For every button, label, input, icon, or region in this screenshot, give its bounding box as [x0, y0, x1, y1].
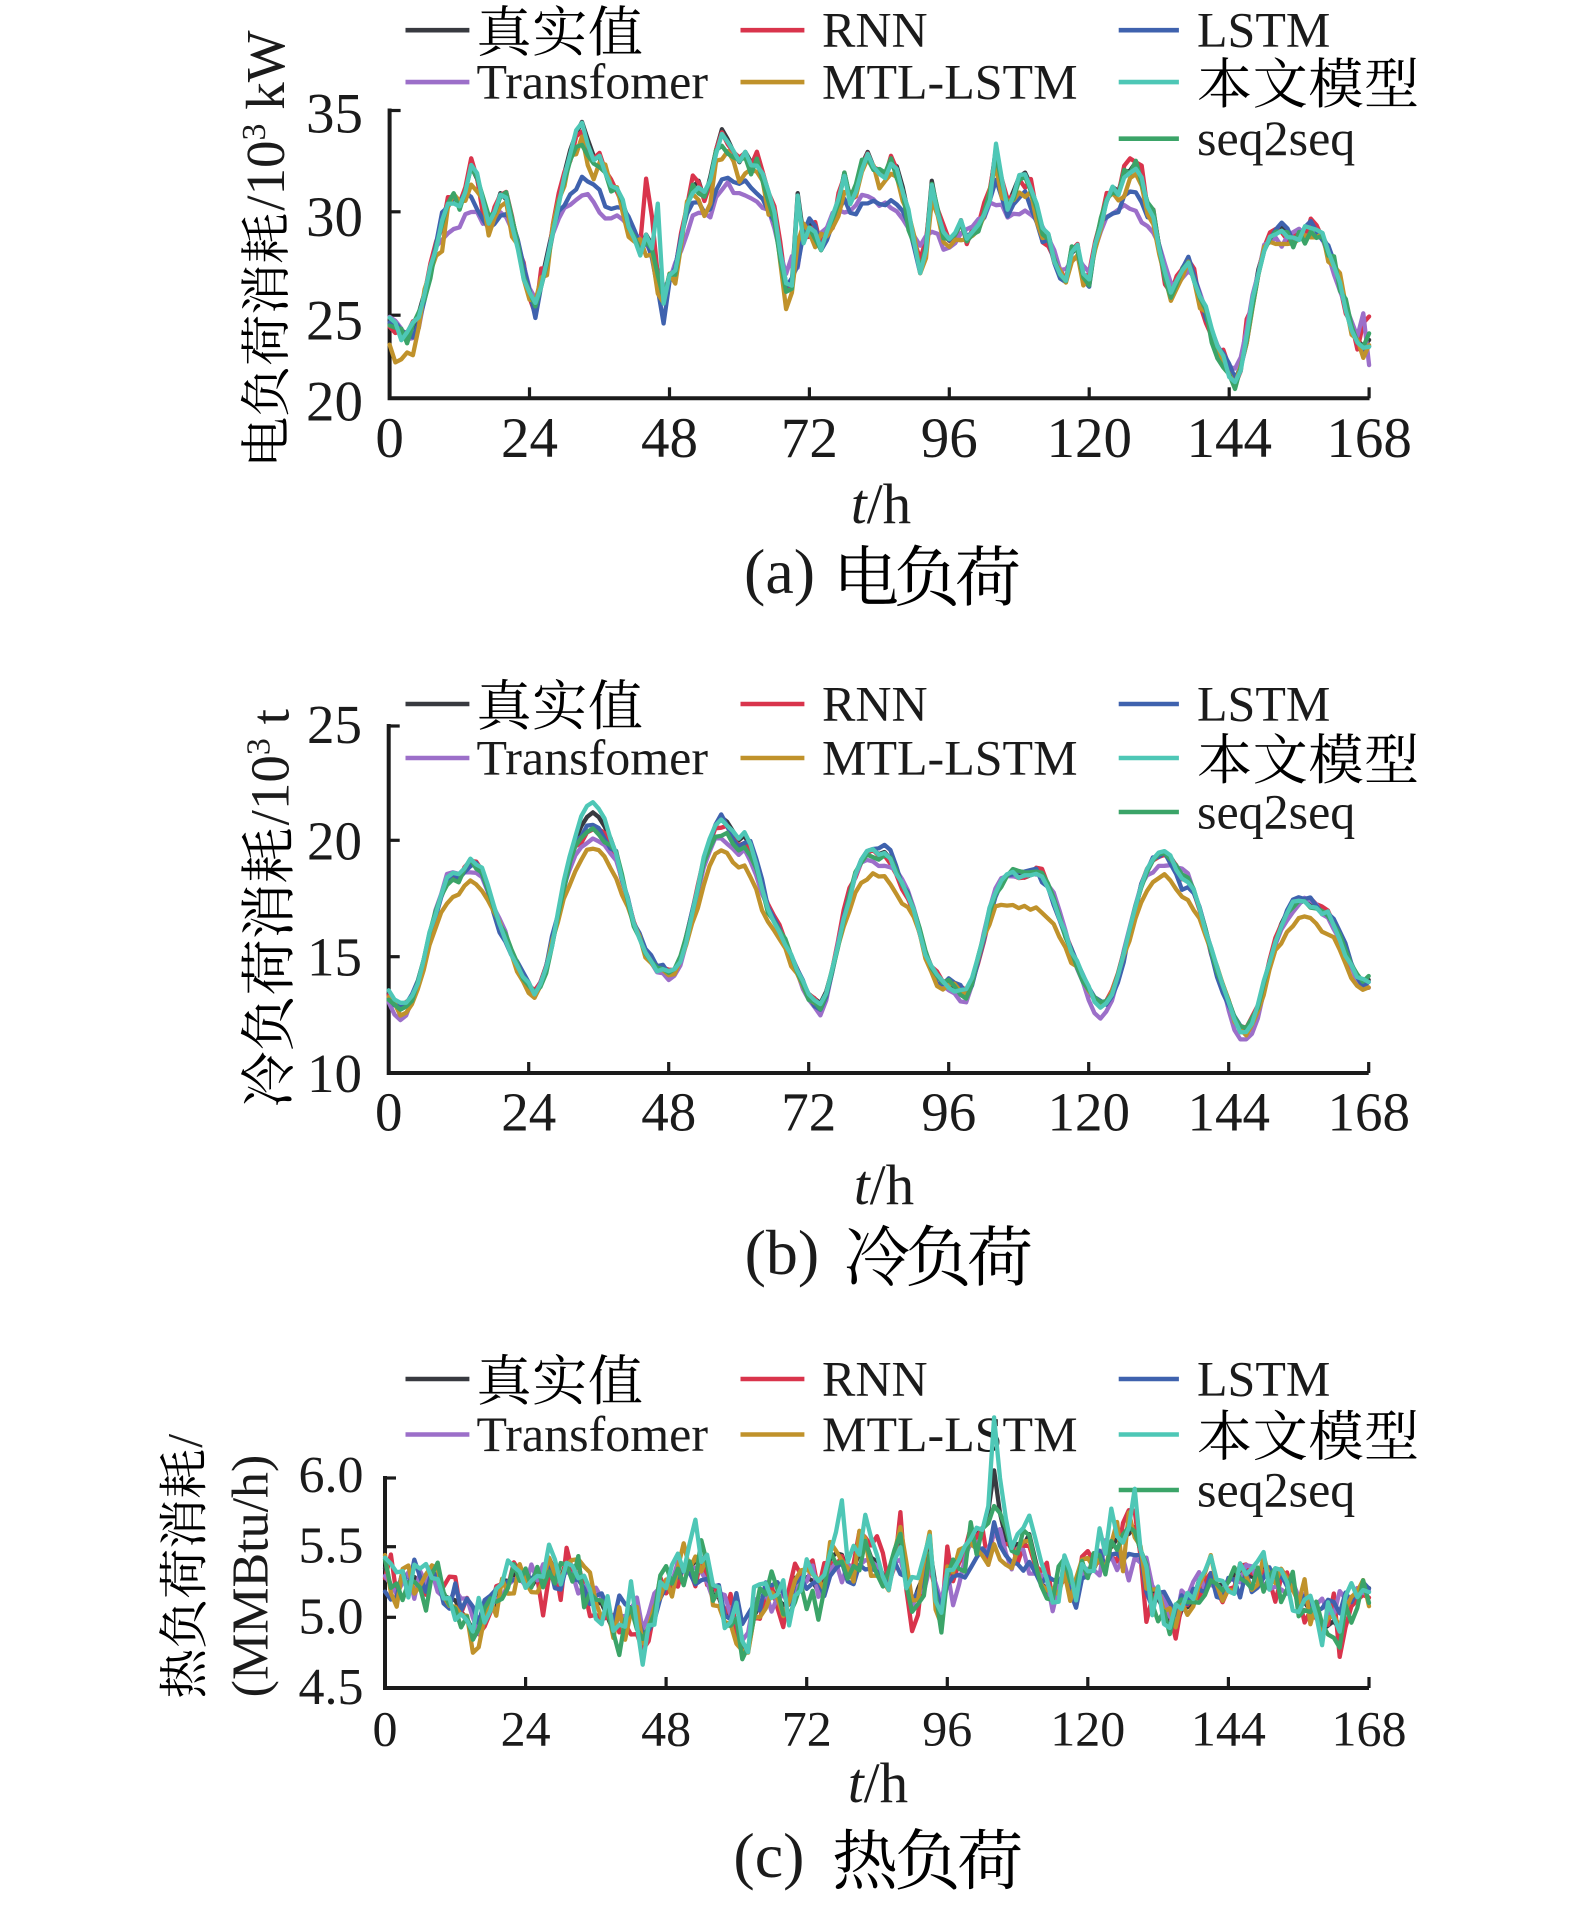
svg-text:LSTM: LSTM [1197, 2, 1330, 58]
svg-text:(b): (b) [745, 1217, 820, 1288]
svg-text:(MMBtu/h): (MMBtu/h) [222, 1455, 279, 1698]
svg-text:RNN: RNN [822, 2, 928, 58]
svg-text:t/h: t/h [851, 473, 911, 536]
svg-text:144: 144 [1187, 1082, 1270, 1143]
svg-text:30: 30 [306, 186, 363, 249]
svg-text:72: 72 [782, 1700, 832, 1756]
svg-text:Transfomer: Transfomer [477, 729, 709, 785]
svg-text:72: 72 [781, 407, 838, 470]
svg-text:MTL-LSTM: MTL-LSTM [822, 54, 1078, 110]
svg-text:144: 144 [1191, 1700, 1266, 1756]
svg-text:25: 25 [307, 694, 362, 755]
svg-text:120: 120 [1050, 1700, 1125, 1756]
svg-text:0: 0 [375, 1082, 403, 1143]
svg-text:168: 168 [1326, 407, 1412, 470]
svg-text:24: 24 [501, 407, 558, 470]
svg-text:RNN: RNN [822, 1350, 928, 1406]
svg-text:(c): (c) [733, 1820, 804, 1891]
svg-text:144: 144 [1186, 407, 1272, 470]
svg-text:Transfomer: Transfomer [477, 1406, 709, 1462]
svg-text:25: 25 [306, 289, 363, 352]
svg-text:48: 48 [641, 1082, 696, 1143]
svg-text:seq2seq: seq2seq [1197, 783, 1355, 839]
svg-text:0: 0 [373, 1700, 398, 1756]
svg-text:15: 15 [307, 927, 362, 988]
svg-text:t/h: t/h [854, 1154, 914, 1217]
svg-text:48: 48 [641, 407, 698, 470]
svg-text:120: 120 [1047, 1082, 1130, 1143]
svg-text:/103 t: /103 t [239, 709, 300, 825]
svg-text:/103 kW: /103 kW [235, 30, 296, 211]
svg-text:seq2seq: seq2seq [1197, 1461, 1355, 1517]
svg-text:72: 72 [781, 1082, 836, 1143]
svg-text:5.0: 5.0 [299, 1588, 364, 1645]
svg-text:LSTM: LSTM [1197, 1350, 1330, 1406]
svg-text:seq2seq: seq2seq [1197, 110, 1355, 166]
svg-text:0: 0 [375, 407, 404, 470]
svg-text:/: / [157, 1434, 213, 1448]
svg-text:24: 24 [501, 1082, 556, 1143]
svg-text:120: 120 [1046, 407, 1132, 470]
svg-text:96: 96 [921, 1082, 976, 1143]
svg-text:(a): (a) [744, 536, 815, 607]
svg-text:20: 20 [306, 371, 363, 434]
svg-text:10: 10 [307, 1043, 362, 1104]
svg-text:168: 168 [1327, 1082, 1410, 1143]
svg-text:24: 24 [501, 1700, 551, 1756]
svg-text:96: 96 [922, 1700, 972, 1756]
svg-text:MTL-LSTM: MTL-LSTM [822, 1406, 1078, 1462]
svg-text:RNN: RNN [822, 675, 928, 731]
svg-text:48: 48 [641, 1700, 691, 1756]
svg-text:96: 96 [921, 407, 978, 470]
svg-text:6.0: 6.0 [299, 1447, 364, 1504]
svg-text:5.5: 5.5 [299, 1518, 364, 1575]
svg-text:35: 35 [306, 83, 363, 146]
svg-text:t/h: t/h [848, 1752, 908, 1815]
svg-text:4.5: 4.5 [299, 1659, 364, 1716]
svg-text:LSTM: LSTM [1197, 675, 1330, 731]
svg-text:168: 168 [1332, 1700, 1407, 1756]
svg-text:MTL-LSTM: MTL-LSTM [822, 729, 1078, 785]
svg-text:Transfomer: Transfomer [477, 54, 709, 110]
svg-text:20: 20 [307, 810, 362, 871]
